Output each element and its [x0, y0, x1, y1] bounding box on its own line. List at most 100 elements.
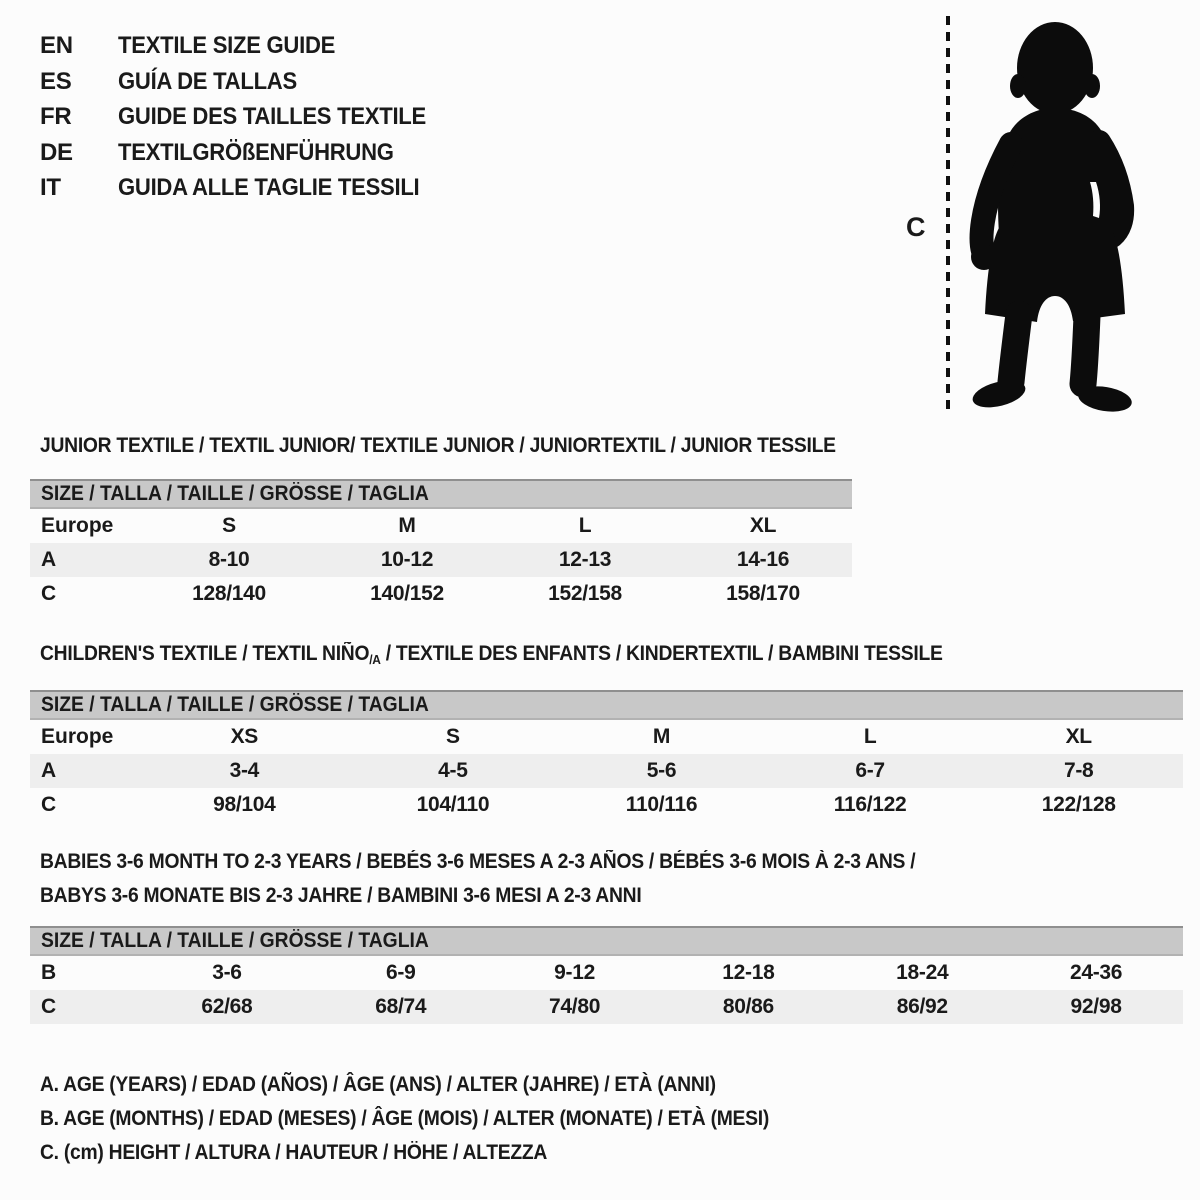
table-row: C 128/140 140/152 152/158 158/170	[30, 577, 852, 611]
language-label-text: GUIDA ALLE TAGLIE TESSILI	[118, 174, 420, 201]
table-cell: L	[578, 514, 592, 537]
table-row: C 62/68 68/74 74/80 80/86 86/92 92/98	[30, 990, 1183, 1024]
babies-table-title-line1: BABIES 3-6 MONTH TO 2-3 YEARS / BEBÉS 3-…	[40, 849, 991, 875]
toddler-silhouette	[969, 22, 1135, 412]
row-label: B	[41, 961, 57, 984]
language-label: GUIDE DES TAILLES TEXTILE	[118, 99, 453, 135]
table-cell: 122/128	[1041, 793, 1116, 816]
table-cell: 140/152	[370, 582, 444, 605]
junior-table-title: JUNIOR TEXTILE / TEXTIL JUNIOR/ TEXTILE …	[40, 433, 905, 459]
language-label-text: TEXTILE SIZE GUIDE	[118, 32, 336, 59]
children-table-title-tail: / TEXTILE DES ENFANTS / KINDERTEXTIL / B…	[380, 642, 943, 665]
table-cell: 18-24	[896, 961, 949, 984]
babies-table-title-line2-text: BABYS 3-6 MONATE BIS 2-3 JAHRE / BAMBINI…	[40, 884, 642, 907]
babies-table-title-line1-text: BABIES 3-6 MONTH TO 2-3 YEARS / BEBÉS 3-…	[40, 850, 916, 873]
table-cell: 12-18	[722, 961, 775, 984]
table-cell: 98/104	[213, 793, 276, 816]
language-code: EN	[40, 32, 73, 59]
children-table-title-sub: /A	[369, 652, 381, 667]
row-label: C	[41, 995, 57, 1018]
table-cell: XL	[1065, 725, 1093, 748]
measure-legend: A. AGE (YEARS) / EDAD (AÑOS) / ÂGE (ANS)…	[40, 1068, 832, 1170]
babies-table-title-line2: BABYS 3-6 MONATE BIS 2-3 JAHRE / BAMBINI…	[40, 883, 694, 909]
size-header-text: SIZE / TALLA / TAILLE / GRÖSSE / TAGLIA	[41, 929, 429, 952]
table-row: A 3-4 4-5 5-6 6-7 7-8	[30, 754, 1183, 788]
children-size-table: SIZE / TALLA / TAILLE / GRÖSSE / TAGLIA …	[30, 690, 1183, 822]
table-cell: 128/140	[192, 582, 266, 605]
height-measure-label: C	[906, 212, 926, 242]
size-header-band: SIZE / TALLA / TAILLE / GRÖSSE / TAGLIA	[30, 690, 1183, 720]
language-label: GUIDA ALLE TAGLIE TESSILI	[118, 170, 453, 206]
table-cell: 4-5	[438, 759, 468, 782]
table-cell: XL	[749, 514, 777, 537]
row-label: Europe	[41, 514, 114, 537]
language-code: DE	[40, 138, 73, 166]
table-cell: 110/116	[625, 793, 698, 816]
legend-line-a-text: A. AGE (YEARS) / EDAD (AÑOS) / ÂGE (ANS)…	[40, 1073, 716, 1096]
table-cell: 158/170	[726, 582, 800, 605]
table-cell: 74/80	[549, 995, 601, 1018]
row-label: C	[41, 793, 57, 816]
table-row: Europe S M L XL	[30, 509, 852, 543]
language-label: GUÍA DE TALLAS	[118, 64, 453, 100]
height-measure-dashed-line	[946, 16, 950, 416]
language-label-text: GUIDE DES TAILLES TEXTILE	[118, 103, 426, 130]
table-cell: 10-12	[380, 548, 434, 571]
table-cell: 68/74	[375, 995, 427, 1018]
table-cell: 9-12	[554, 961, 595, 984]
children-table-title-main: CHILDREN'S TEXTILE / TEXTIL NIÑO	[40, 642, 370, 665]
table-cell: 80/86	[722, 995, 774, 1018]
table-cell: M	[652, 725, 671, 748]
legend-line-b: B. AGE (MONTHS) / EDAD (MESES) / ÂGE (MO…	[40, 1102, 832, 1136]
table-cell: 116/122	[833, 793, 907, 816]
table-cell: 12-13	[558, 548, 612, 571]
table-row: A 8-10 10-12 12-13 14-16	[30, 543, 852, 577]
language-label: TEXTILGRÖßENFÜHRUNG	[118, 135, 453, 171]
table-cell: 6-7	[855, 759, 885, 782]
legend-line-a: A. AGE (YEARS) / EDAD (AÑOS) / ÂGE (ANS)…	[40, 1068, 832, 1102]
table-cell: 92/98	[1070, 995, 1122, 1018]
table-cell: 86/92	[896, 995, 948, 1018]
row-label: A	[41, 548, 57, 571]
table-row: B 3-6 6-9 9-12 12-18 18-24 24-36	[30, 956, 1183, 990]
language-title-list: EN TEXTILE SIZE GUIDE ES GUÍA DE TALLAS …	[40, 28, 453, 206]
table-cell: S	[222, 514, 236, 537]
row-label: A	[41, 759, 57, 782]
size-header-text: SIZE / TALLA / TAILLE / GRÖSSE / TAGLIA	[41, 482, 429, 505]
table-cell: 14-16	[736, 548, 790, 571]
language-code: FR	[40, 103, 72, 130]
table-cell: 104/110	[416, 793, 490, 816]
junior-size-table: SIZE / TALLA / TAILLE / GRÖSSE / TAGLIA …	[30, 479, 852, 611]
table-cell: S	[446, 725, 460, 748]
table-cell: 152/158	[548, 582, 622, 605]
row-label: C	[41, 582, 57, 605]
language-label: TEXTILE SIZE GUIDE	[118, 28, 453, 64]
table-cell: M	[398, 514, 416, 537]
children-table-title: CHILDREN'S TEXTILE / TEXTIL NIÑO/A / TEX…	[40, 641, 1021, 673]
legend-line-c: C. (cm) HEIGHT / ALTURA / HAUTEUR / HÖHE…	[40, 1136, 832, 1170]
size-header-text: SIZE / TALLA / TAILLE / GRÖSSE / TAGLIA	[41, 693, 429, 716]
table-cell: 62/68	[201, 995, 253, 1018]
language-label-text: TEXTILGRÖßENFÜHRUNG	[118, 138, 394, 166]
row-label: Europe	[41, 725, 114, 748]
legend-line-b-text: B. AGE (MONTHS) / EDAD (MESES) / ÂGE (MO…	[40, 1107, 770, 1130]
babies-size-table: SIZE / TALLA / TAILLE / GRÖSSE / TAGLIA …	[30, 926, 1183, 1024]
table-cell: 3-6	[212, 961, 242, 984]
table-row: Europe XS S M L XL	[30, 720, 1183, 754]
table-row: C 98/104 104/110 110/116 116/122 122/128	[30, 788, 1183, 822]
size-header-band: SIZE / TALLA / TAILLE / GRÖSSE / TAGLIA	[30, 926, 1183, 956]
table-cell: XS	[230, 725, 259, 748]
legend-line-c-text: C. (cm) HEIGHT / ALTURA / HAUTEUR / HÖHE…	[40, 1141, 548, 1164]
language-code: IT	[40, 174, 61, 201]
language-code: ES	[40, 67, 72, 95]
table-cell: 8-10	[208, 548, 250, 571]
table-cell: 7-8	[1063, 759, 1094, 782]
table-cell: 5-6	[646, 759, 677, 782]
table-cell: 6-9	[386, 961, 416, 984]
size-header-band: SIZE / TALLA / TAILLE / GRÖSSE / TAGLIA	[30, 479, 852, 509]
table-cell: 24-36	[1069, 961, 1123, 984]
junior-table-title-text: JUNIOR TEXTILE / TEXTIL JUNIOR/ TEXTILE …	[40, 434, 836, 457]
table-cell: L	[863, 725, 877, 748]
language-label-text: GUÍA DE TALLAS	[118, 67, 297, 95]
table-cell: 3-4	[229, 759, 260, 782]
